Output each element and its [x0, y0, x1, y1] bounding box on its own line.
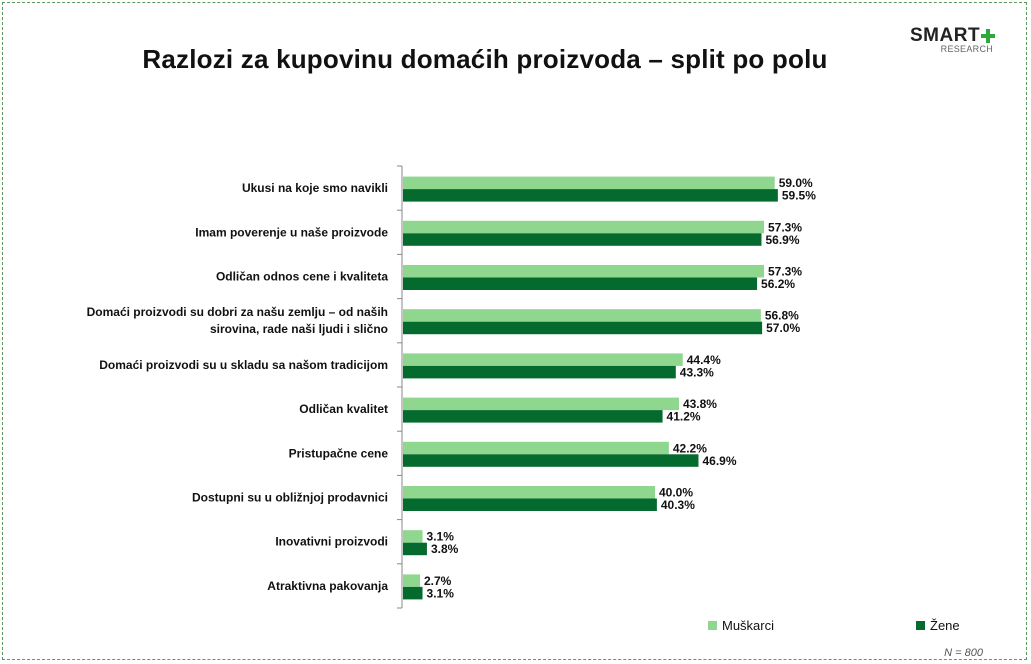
category-label: Domaći proizvodi su dobri za našu zemlju… [87, 305, 388, 336]
bar-muskarci [403, 397, 679, 411]
value-label-muskarci: 43.8% [683, 397, 717, 411]
value-label-muskarci: 3.1% [427, 530, 455, 544]
category-label-line: Ukusi na koje smo navikli [242, 181, 388, 195]
category-label: Odličan odnos cene i kvaliteta [216, 270, 388, 284]
category-label-line: Atraktivna pakovanja [267, 579, 388, 593]
bar-muskarci [403, 176, 775, 190]
value-label-zene: 43.3% [680, 365, 714, 379]
category-label-line: Imam poverenje u naše proizvode [195, 225, 388, 239]
category-label-line: Inovativni proizvodi [275, 535, 388, 549]
value-label-muskarci: 2.7% [424, 574, 452, 588]
bar-muskarci [403, 309, 761, 322]
bar-muskarci [403, 265, 764, 278]
bar-zene [403, 410, 663, 423]
category-label: Inovativni proizvodi [275, 535, 388, 549]
value-label-zene: 59.5% [782, 189, 816, 203]
value-label-zene: 3.1% [427, 586, 455, 600]
value-label-zene: 41.2% [667, 410, 701, 424]
bar-zene [403, 498, 657, 511]
bar-muskarci [403, 220, 764, 234]
value-label-muskarci: 42.2% [673, 441, 707, 455]
category-label-line: Dostupni su u obližnjoj prodavnici [192, 491, 388, 505]
category-label-line: Domaći proizvodi su dobri za našu zemlju… [87, 305, 388, 319]
category-label-line: Odličan kvalitet [299, 402, 388, 416]
bar-muskarci [403, 530, 423, 543]
bar-zene [403, 233, 762, 246]
plus-icon [981, 29, 996, 43]
bar-zene [403, 321, 763, 335]
value-label-muskarci: 57.3% [768, 220, 802, 234]
value-label-muskarci: 44.4% [687, 353, 721, 367]
category-label: Atraktivna pakovanja [267, 579, 388, 593]
category-label: Imam poverenje u naše proizvode [195, 225, 388, 239]
category-label: Domaći proizvodi su u skladu sa našom tr… [99, 358, 388, 372]
value-label-muskarci: 56.8% [765, 309, 799, 323]
value-label-zene: 46.9% [702, 454, 736, 468]
smart-research-logo: SMART RESEARCH [910, 25, 996, 54]
bar-muskarci [403, 353, 683, 366]
bar-zene [403, 454, 699, 467]
category-label-line: sirovina, rade naši ljudi i slično [210, 322, 388, 336]
value-label-zene: 56.9% [765, 233, 799, 247]
legend-item-muskarci: Muškarci [708, 618, 774, 633]
value-label-zene: 56.2% [761, 277, 795, 291]
value-label-zene: 40.3% [661, 498, 695, 512]
logo-text: SMART [910, 25, 981, 46]
legend-swatch-zene [916, 621, 925, 630]
category-label-line: Pristupačne cene [289, 446, 389, 460]
category-label-line: Domaći proizvodi su u skladu sa našom tr… [99, 358, 388, 372]
bar-muskarci [403, 486, 655, 499]
bar-muskarci [403, 441, 669, 455]
bar-zene [403, 365, 676, 379]
chart-title: Razlozi za kupovinu domaćih proizvoda – … [142, 44, 828, 74]
value-label-muskarci: 59.0% [779, 176, 813, 190]
bar-muskarci [403, 574, 421, 587]
legend-swatch-muskarci [708, 621, 717, 630]
legend-label-muskarci: Muškarci [722, 618, 775, 633]
category-label: Dostupni su u obližnjoj prodavnici [192, 491, 388, 505]
bar-zene [403, 189, 778, 202]
value-label-zene: 57.0% [766, 321, 800, 335]
sample-size-note: N = 800 [944, 647, 983, 659]
bar-zene [403, 586, 423, 600]
legend-item-zene: Žene [916, 618, 960, 633]
category-label: Odličan kvalitet [299, 402, 388, 416]
category-label-line: Odličan odnos cene i kvaliteta [216, 270, 388, 284]
value-label-muskarci: 40.0% [659, 486, 693, 500]
category-label: Ukusi na koje smo navikli [242, 181, 388, 195]
bar-zene [403, 542, 427, 556]
legend-label-zene: Žene [930, 618, 960, 633]
logo-subtext: RESEARCH [940, 44, 994, 54]
bar-zene [403, 277, 758, 290]
category-label: Pristupačne cene [289, 446, 389, 460]
value-label-zene: 3.8% [431, 542, 459, 556]
value-label-muskarci: 57.3% [768, 265, 802, 279]
